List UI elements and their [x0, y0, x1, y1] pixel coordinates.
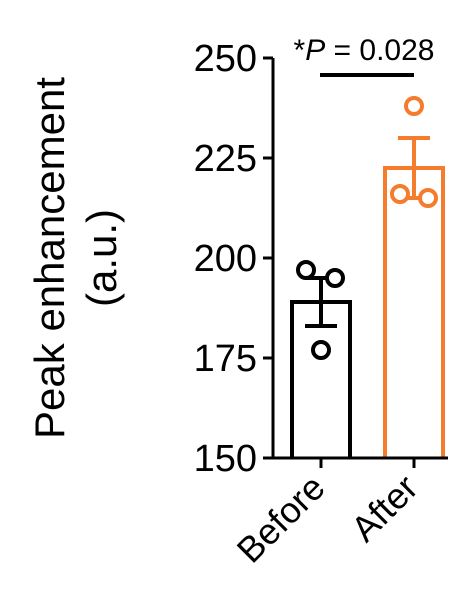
- p-value: = 0.028: [325, 34, 434, 67]
- significance-annotation: *P = 0.028: [294, 34, 435, 77]
- data-points: [296, 96, 438, 360]
- bar-after: [383, 166, 445, 458]
- data-point-before-3: [311, 340, 331, 360]
- data-point-after-3: [418, 188, 438, 208]
- x-label-before: Before: [229, 467, 333, 571]
- y-axis-label-line-1: Peak enhancement: [26, 77, 73, 439]
- data-point-after-1: [404, 96, 424, 116]
- data-point-after-2: [390, 184, 410, 204]
- significance-label: *P = 0.028: [294, 34, 435, 67]
- y-tick-label-175: 175: [194, 338, 257, 380]
- x-axis-labels: Before After: [229, 467, 426, 571]
- bars: [290, 136, 445, 458]
- p-symbol: P: [305, 34, 325, 67]
- y-tick-label-200: 200: [194, 238, 257, 280]
- data-point-before-1: [296, 260, 316, 280]
- y-tick-label-225: 225: [194, 138, 257, 180]
- y-tick-label-150: 150: [194, 438, 257, 480]
- data-point-before-2: [325, 268, 345, 288]
- significance-star: *: [294, 34, 306, 67]
- y-tick-label-250: 250: [194, 38, 257, 80]
- x-label-after: After: [343, 467, 426, 550]
- y-axis-label-line-2: (a.u.): [78, 209, 125, 307]
- axes: [271, 58, 448, 468]
- y-axis-label: Peak enhancement (a.u.): [26, 77, 125, 439]
- y-axis-ticks: 150 175 200 225 250: [194, 38, 273, 480]
